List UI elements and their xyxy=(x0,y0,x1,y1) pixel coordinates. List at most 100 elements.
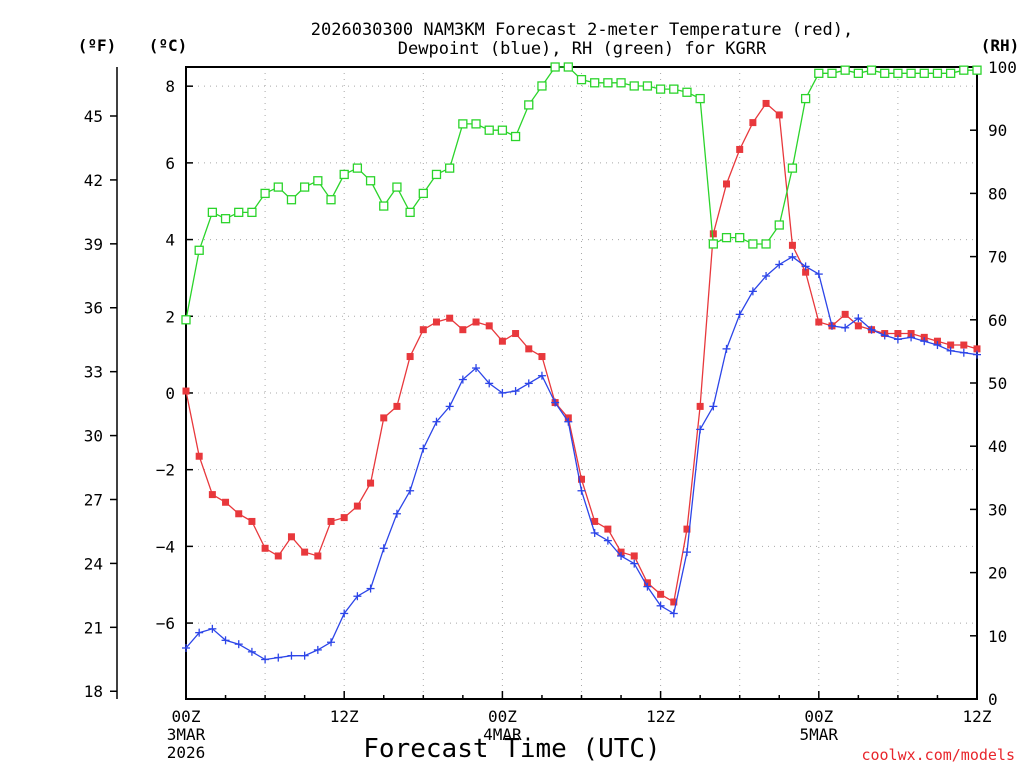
rh-tick-label: 20 xyxy=(988,564,1007,583)
celsius-tick-label: −6 xyxy=(156,614,175,633)
rh-point xyxy=(866,65,877,75)
rh-point xyxy=(563,62,573,72)
temperature-point xyxy=(459,326,467,334)
temperature-point xyxy=(353,502,361,510)
temperature-point xyxy=(195,452,203,460)
dewpoint-point xyxy=(195,628,204,637)
dewpoint-point xyxy=(247,647,256,656)
rh-point xyxy=(471,119,481,129)
dewpoint-series xyxy=(182,252,981,664)
temperature-point xyxy=(696,402,704,410)
fahrenheit-tick-label: 33 xyxy=(84,363,103,382)
temperature-point xyxy=(578,475,585,483)
temperature-point xyxy=(274,552,282,560)
fahrenheit-tick-label: 39 xyxy=(84,235,103,254)
dewpoint-point xyxy=(564,417,573,426)
temperature-point xyxy=(208,491,216,499)
x-tick-label: 00Z xyxy=(488,707,517,726)
axis-ticks: −6−4−20246818212427303336394245010203040… xyxy=(84,58,1017,762)
dewpoint-point xyxy=(353,592,362,601)
celsius-unit-label: (ºC) xyxy=(149,36,188,55)
dewpoint-point xyxy=(775,260,784,269)
x-tick-date-label: 5MAR xyxy=(800,725,839,744)
rh-point xyxy=(313,176,323,186)
dewpoint-point xyxy=(366,584,375,593)
dewpoint-point xyxy=(458,375,467,384)
temperature-point xyxy=(788,241,796,249)
temperature-point xyxy=(287,533,295,541)
rh-point xyxy=(510,131,521,142)
rh-point xyxy=(286,195,297,205)
temperature-point xyxy=(472,318,480,326)
dewpoint-point xyxy=(814,270,823,279)
rh-point xyxy=(273,182,283,192)
dewpoint-point xyxy=(551,398,560,407)
dewpoint-point xyxy=(419,444,428,453)
dewpoint-point xyxy=(643,582,652,591)
dewpoint-point xyxy=(524,379,533,388)
rh-point xyxy=(418,188,428,199)
dewpoint-point xyxy=(472,364,481,373)
x-tick-label: 00Z xyxy=(172,707,201,726)
dewpoint-point xyxy=(511,387,520,396)
temperature-point xyxy=(894,330,902,338)
temperature-point xyxy=(327,517,335,525)
rh-point xyxy=(787,163,798,173)
temperature-point xyxy=(419,326,427,334)
temperature-point xyxy=(380,414,388,422)
dewpoint-point xyxy=(208,624,217,633)
temperature-point xyxy=(512,330,520,338)
temperature-point xyxy=(854,322,862,330)
rh-point xyxy=(972,65,982,75)
rh-point xyxy=(194,245,204,255)
temperature-point xyxy=(261,544,269,552)
rh-tick-label: 100 xyxy=(988,58,1017,77)
temperature-point xyxy=(406,353,414,361)
rh-point xyxy=(814,68,824,78)
dewpoint-point xyxy=(300,651,309,660)
temperature-point xyxy=(222,498,230,506)
fahrenheit-tick-label: 27 xyxy=(84,490,103,509)
temperature-line xyxy=(185,102,978,604)
rh-tick-label: 10 xyxy=(988,627,1007,646)
x-tick-date-label: 3MAR xyxy=(167,725,206,744)
x-tick-year-label: 2026 xyxy=(167,743,206,762)
rh-point xyxy=(234,207,244,218)
rh-point xyxy=(840,65,850,75)
celsius-tick-label: 6 xyxy=(165,154,175,173)
temperature-point xyxy=(235,510,243,518)
dewpoint-point xyxy=(682,548,691,557)
temperature-point xyxy=(604,525,612,533)
chart-title-line2: Dewpoint (blue), RH (green) for KGRR xyxy=(398,39,767,59)
temperature-point xyxy=(775,111,783,119)
dewpoint-point xyxy=(221,636,230,645)
temperature-point xyxy=(446,314,454,322)
dewpoint-point xyxy=(893,335,902,344)
credit-text: coolwx.com/models xyxy=(861,746,1015,764)
rh-point xyxy=(524,100,534,110)
dewpoint-point xyxy=(432,417,441,426)
fahrenheit-tick-label: 21 xyxy=(84,618,103,637)
temperature-point xyxy=(947,341,955,349)
rh-point xyxy=(959,65,969,75)
rh-point xyxy=(405,207,415,218)
temperature-point xyxy=(973,345,981,353)
celsius-tick-label: 4 xyxy=(165,231,175,250)
fahrenheit-tick-label: 30 xyxy=(84,427,103,446)
rh-point xyxy=(880,68,890,78)
dewpoint-point xyxy=(709,402,718,411)
x-tick-label: 12Z xyxy=(646,707,675,726)
dewpoint-point xyxy=(313,645,322,654)
temperature-point xyxy=(960,341,968,349)
temperature-point xyxy=(538,353,546,361)
dewpoint-point xyxy=(577,486,586,495)
dewpoint-point xyxy=(406,486,415,495)
temperature-point xyxy=(367,479,375,487)
x-tick-date-label: 4MAR xyxy=(483,725,522,744)
rh-point xyxy=(220,214,231,224)
plot-frame xyxy=(185,66,978,700)
dewpoint-point xyxy=(735,310,744,319)
dewpoint-point xyxy=(696,425,705,434)
rh-point xyxy=(550,62,560,72)
